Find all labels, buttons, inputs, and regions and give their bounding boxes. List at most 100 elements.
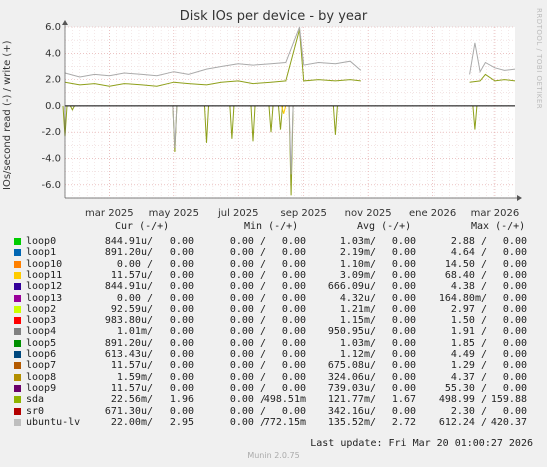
legend-value-min-w: 0.00 xyxy=(281,349,306,360)
read-spike-sda xyxy=(268,105,274,133)
legend-value-max-r: 4.37 / xyxy=(450,371,487,383)
legend-value-cur-w: 0.00 xyxy=(169,326,194,338)
legend-row-loop2: loop2 92.59u/0.00 0.00 / 0.00 1.21m/0.00 2.97… xyxy=(14,304,534,315)
legend-value-avg-r: 1.21m/ xyxy=(339,303,376,315)
legend-value-cur-r: 11.57u/ xyxy=(110,382,153,394)
legend-row-loop11: loop11 11.57u/0.00 0.00 / 0.00 3.09m/0.00 68.… xyxy=(14,270,534,281)
legend-device-name: loop3 xyxy=(26,315,57,327)
legend-value-min-r: 0.00 / xyxy=(229,382,266,394)
legend-value-cur-w: 0.00 xyxy=(169,303,194,315)
legend-value-max-w: 0.00 xyxy=(502,326,527,338)
legend-row-loop5: loop5 891.20u/0.00 0.00 / 0.00 1.03m/0.00 1.8… xyxy=(14,338,534,349)
legend-value-min-w: 498.51m xyxy=(263,394,306,406)
legend-value-cur-r: 844.91u/ xyxy=(104,236,153,247)
legend-device-name: loop8 xyxy=(26,371,57,383)
legend-value-avg-w: 0.00 xyxy=(391,303,416,315)
legend-value-min-r: 0.00 / xyxy=(229,281,266,293)
legend-value-max-r: 55.30 / xyxy=(444,382,487,394)
legend-value-min-r: 0.00 / xyxy=(229,258,266,270)
legend-value-cur-w: 0.00 xyxy=(169,371,194,383)
legend-value-max-r: 1.85 / xyxy=(450,337,487,349)
legend-value-max-w: 420.37 xyxy=(490,416,527,428)
x-tick-label: mar 2026 xyxy=(471,208,520,219)
legend-value-min-r: 0.00 / xyxy=(229,269,266,281)
munin-version: Munin 2.0.75 xyxy=(247,451,300,460)
legend-value-max-w: 0.00 xyxy=(502,382,527,394)
legend-value-cur-r: 671.30u/ xyxy=(104,405,153,417)
legend-value-avg-r: 3.09m/ xyxy=(339,269,376,281)
legend-row-loop6: loop6 613.43u/0.00 0.00 / 0.00 1.12m/0.00 4.4… xyxy=(14,349,534,360)
x-tick-label: nov 2025 xyxy=(345,208,392,219)
x-tick-label: sep 2025 xyxy=(281,208,327,219)
legend-row-sda: sda 22.56m/1.96 0.00 /498.51m 121.77m/1.67 4… xyxy=(14,394,534,405)
x-tick-label: ene 2026 xyxy=(409,208,456,219)
rrdtool-credit: RRDTOOL / TOBI OETIKER xyxy=(535,8,543,110)
legend-value-avg-r: 666.09u/ xyxy=(327,281,376,293)
legend-swatch xyxy=(14,238,21,245)
legend-swatch xyxy=(14,339,21,347)
legend-value-max-w: 0.00 xyxy=(502,303,527,315)
legend-value-cur-w: 0.00 xyxy=(169,337,194,349)
read-spike-sda xyxy=(332,105,338,135)
read-spike-ubuntu-lv xyxy=(172,105,178,149)
legend-swatch xyxy=(14,249,21,257)
legend-value-cur-w: 0.00 xyxy=(169,360,194,372)
legend-swatch xyxy=(14,294,21,302)
legend-value-min-w: 0.00 xyxy=(281,371,306,383)
legend-swatch xyxy=(14,373,21,381)
legend-value-max-w: 0.00 xyxy=(502,315,527,327)
legend-header-min: Min (-/+) xyxy=(244,221,299,232)
legend-value-min-r: 0.00 / xyxy=(229,236,266,247)
legend-value-cur-r: 22.56m/ xyxy=(110,394,153,406)
legend-device-name: loop7 xyxy=(26,360,57,372)
legend-row-loop7: loop7 11.57u/0.00 0.00 / 0.00 675.08u/0.00 1.… xyxy=(14,360,534,371)
legend-value-cur-w: 0.00 xyxy=(169,258,194,270)
legend-value-avg-r: 1.03m/ xyxy=(339,236,376,247)
legend-device-name: loop9 xyxy=(26,382,57,394)
legend-device-name: sr0 xyxy=(26,405,45,417)
legend-value-avg-r: 2.19m/ xyxy=(339,247,376,259)
legend-value-avg-r: 324.06u/ xyxy=(327,371,376,383)
legend-value-cur-w: 0.00 xyxy=(169,315,194,327)
x-tick-label: mar 2025 xyxy=(85,208,134,219)
legend-value-min-w: 0.00 xyxy=(281,303,306,315)
legend-swatch xyxy=(14,271,21,279)
legend-value-avg-r: 1.12m/ xyxy=(339,349,376,360)
legend-value-avg-w: 0.00 xyxy=(391,236,416,247)
legend-value-avg-w: 0.00 xyxy=(391,292,416,304)
legend-value-avg-r: 1.03m/ xyxy=(339,337,376,349)
legend-value-max-w: 0.00 xyxy=(502,371,527,383)
legend-value-cur-w: 0.00 xyxy=(169,269,194,281)
legend-swatch xyxy=(14,328,21,336)
plot-background xyxy=(65,27,515,198)
legend-value-max-r: 164.80m/ xyxy=(438,292,487,304)
legend-value-min-w: 0.00 xyxy=(281,292,306,304)
x-tick-label: jul 2025 xyxy=(217,208,259,219)
legend-value-avg-r: 1.10m/ xyxy=(339,258,376,270)
legend-value-cur-r: 1.01m/ xyxy=(116,326,153,338)
legend-value-cur-r: 11.57u/ xyxy=(110,360,153,372)
legend-value-avg-w: 0.00 xyxy=(391,281,416,293)
legend-swatch xyxy=(14,283,21,291)
legend-swatch xyxy=(14,351,21,358)
legend-value-cur-w: 0.00 xyxy=(169,236,194,247)
legend-value-avg-w: 0.00 xyxy=(391,405,416,417)
legend-value-max-r: 68.40 / xyxy=(444,269,487,281)
legend-value-cur-w: 0.00 xyxy=(169,382,194,394)
legend-value-max-w: 0.00 xyxy=(502,360,527,372)
legend-value-avg-r: 739.03u/ xyxy=(327,382,376,394)
legend-value-max-r: 612.24 / xyxy=(438,416,487,428)
legend-row-loop13: loop13 0.00 / 0.00 0.00 / 0.00 4.32u/0.00 164.… xyxy=(14,293,534,304)
legend-device-name: loop13 xyxy=(26,292,63,304)
legend-value-max-r: 2.88 / xyxy=(450,236,487,247)
legend-value-max-r: 2.30 / xyxy=(450,405,487,417)
legend-value-cur-w: 2.95 xyxy=(169,416,194,428)
legend-value-max-r: 14.50 / xyxy=(444,258,487,270)
legend-value-max-r: 1.91 / xyxy=(450,326,487,338)
legend-value-avg-w: 0.00 xyxy=(391,315,416,327)
legend-value-min-w: 0.00 xyxy=(281,337,306,349)
legend-swatch xyxy=(14,384,21,392)
legend-value-cur-w: 0.00 xyxy=(169,247,194,259)
legend-value-min-r: 0.00 / xyxy=(229,394,266,406)
legend-device-name: loop0 xyxy=(26,236,57,247)
